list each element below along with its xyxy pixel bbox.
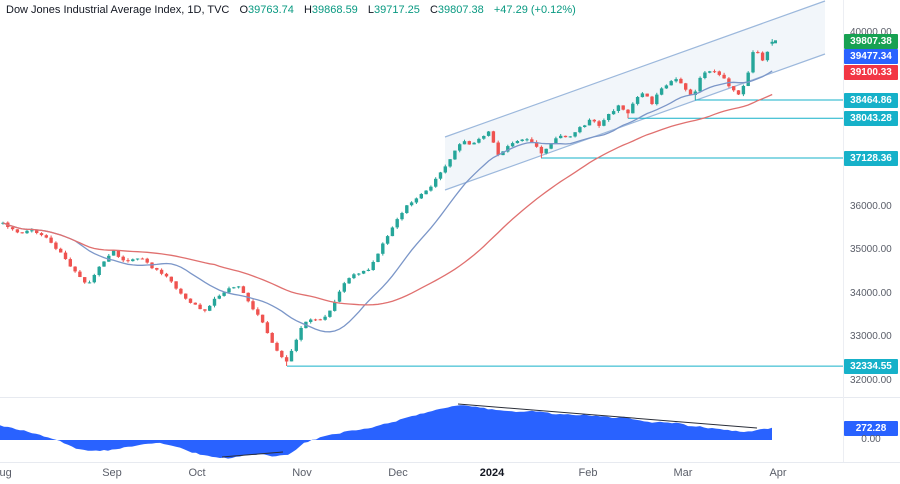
price-scale-tick: 32000.00 [850,374,892,386]
horizontal-ray-drawings[interactable] [287,99,845,367]
time-axis-label: Aug [0,467,12,479]
price-scale-badge: 39807.38 [844,34,898,50]
price-scale-badge: 38043.28 [844,110,898,126]
pane-divider[interactable] [0,397,900,398]
ma-slow-line [2,93,773,306]
symbol-title[interactable]: Dow Jones Industrial Average Index, 1D, … [6,4,230,16]
open-value: 39763.74 [248,4,294,16]
change-value: +47.29 (+0.12%) [493,4,576,16]
high-value: 39868.59 [311,4,358,16]
time-axis-label: Nov [292,467,312,479]
price-scale-badge: 32334.55 [844,358,898,374]
price-scale-tick: 33000.00 [850,331,892,343]
indicator-area-series [0,405,772,459]
time-axis-label: Oct [188,467,206,479]
low-label: L [367,4,374,16]
price-scale-tick: 34000.00 [850,287,892,299]
price-scale-tick: 36000.00 [850,201,892,212]
price-scale-badge: 39100.33 [844,64,898,80]
time-axis-label: Dec [388,467,408,479]
symbol-info-bar: Dow Jones Industrial Average Index, 1D, … [6,4,576,16]
time-axis-label: 2024 [479,467,505,479]
last-price-marker [774,40,777,44]
price-scale-tick: 35000.00 [850,244,892,256]
open-label: O [239,4,249,16]
time-axis-label: Feb [578,467,598,479]
price-scale-badge: 39477.34 [844,48,898,64]
price-scale[interactable]: 40000.0039000.0038000.0037000.0036000.00… [843,0,900,462]
indicator-zero-label: 0.00 [861,434,881,445]
time-axis-label: Sep [102,467,122,479]
indicator-trendline-drawings[interactable] [221,403,758,458]
price-scale-badge: 272.28 [844,420,898,436]
price-scale-divider [843,0,844,462]
candlestick-series [1,39,774,366]
close-label: C [429,4,438,16]
low-value: 39717.25 [374,4,420,16]
time-axis[interactable]: Aug Sep Oct Nov Dec 2024 Feb Mar Apr [0,463,900,484]
time-axis-label: Apr [769,467,787,479]
time-axis-divider [0,462,900,463]
ascending-channel-fill [445,1,825,190]
price-scale-tick: 40000.00 [850,27,892,39]
price-scale-badge: 37128.36 [844,150,898,166]
close-value: 39807.38 [437,4,484,16]
high-label: H [303,4,312,16]
time-axis-label: Mar [673,467,693,479]
price-scale-badge: 38464.86 [844,92,898,108]
ma-fast-line [2,70,773,333]
